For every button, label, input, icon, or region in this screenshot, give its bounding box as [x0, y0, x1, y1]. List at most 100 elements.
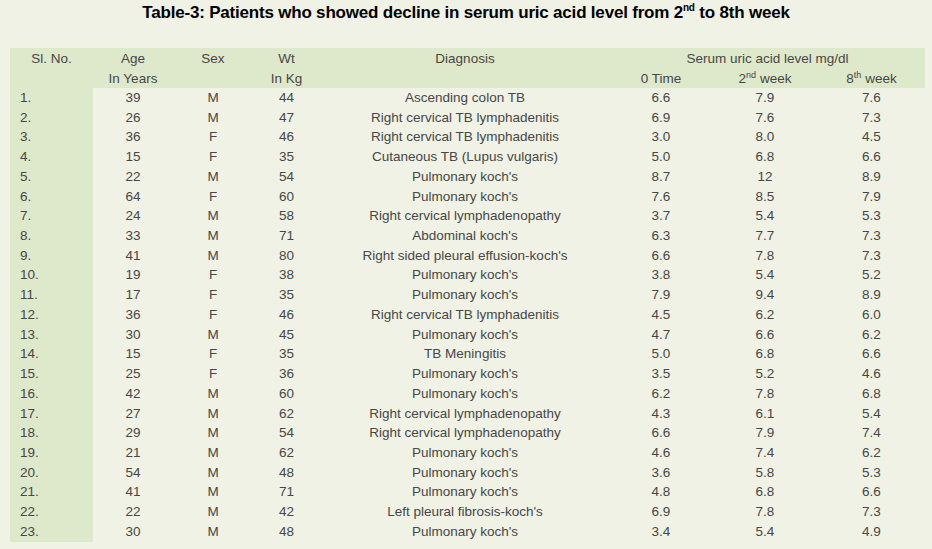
cell-sl: 8. [10, 226, 93, 246]
cell-sex: M [173, 108, 253, 128]
cell-sex: M [173, 404, 253, 424]
cell-diagnosis: Abdominal koch's [320, 226, 610, 246]
header-age: Age [93, 48, 173, 69]
table-row: 7.24M58Right cervical lymphadenopathy3.7… [10, 206, 925, 226]
cell-sl: 2. [10, 108, 93, 128]
cell-sex: M [173, 325, 253, 345]
cell-t0: 6.9 [610, 502, 712, 522]
table-row: 6.64F60Pulmonary koch's7.68.57.9 [10, 187, 925, 207]
table-row: 15.25F36Pulmonary koch's3.55.24.6 [10, 364, 925, 384]
cell-w8: 8.9 [818, 285, 925, 305]
cell-age: 42 [93, 384, 173, 404]
cell-t0: 6.6 [610, 88, 712, 108]
cell-sl: 7. [10, 206, 93, 226]
cell-sex: M [173, 167, 253, 187]
cell-age: 26 [93, 108, 173, 128]
cell-w2: 12 [712, 167, 818, 187]
header-row-2: In Years In Kg 0 Time 2nd week 8th week [10, 69, 925, 88]
cell-sl: 12. [10, 305, 93, 325]
cell-wt: 54 [253, 167, 320, 187]
cell-age: 36 [93, 127, 173, 147]
cell-t0: 3.4 [610, 522, 712, 542]
cell-sex: M [173, 522, 253, 542]
cell-t0: 3.0 [610, 127, 712, 147]
cell-age: 29 [93, 423, 173, 443]
header-0-time: 0 Time [610, 69, 712, 88]
cell-sex: M [173, 482, 253, 502]
cell-w2: 6.8 [712, 147, 818, 167]
table-row: 11.17F35Pulmonary koch's7.99.48.9 [10, 285, 925, 305]
table-row: 14.15F35TB Meningitis5.06.86.6 [10, 344, 925, 364]
cell-diagnosis: Right cervical TB lymphadenitis [320, 305, 610, 325]
cell-t0: 5.0 [610, 147, 712, 167]
cell-wt: 62 [253, 443, 320, 463]
cell-wt: 71 [253, 482, 320, 502]
cell-t0: 6.3 [610, 226, 712, 246]
cell-w8: 7.9 [818, 187, 925, 207]
cell-w8: 7.3 [818, 246, 925, 266]
cell-w8: 7.6 [818, 88, 925, 108]
patients-table: Sl. No. Age Sex Wt Diagnosis Serum uric … [10, 48, 925, 542]
cell-t0: 3.7 [610, 206, 712, 226]
cell-age: 27 [93, 404, 173, 424]
cell-sex: F [173, 344, 253, 364]
cell-w2: 8.0 [712, 127, 818, 147]
cell-w8: 6.8 [818, 384, 925, 404]
cell-w8: 6.0 [818, 305, 925, 325]
cell-sex: F [173, 305, 253, 325]
cell-age: 24 [93, 206, 173, 226]
cell-w2: 6.8 [712, 344, 818, 364]
cell-diagnosis: Right cervical lymphadenopathy [320, 206, 610, 226]
cell-diagnosis: Cutaneous TB (Lupus vulgaris) [320, 147, 610, 167]
header-sl-no-spacer [10, 69, 93, 88]
cell-diagnosis: Right cervical lymphadenopathy [320, 423, 610, 443]
cell-t0: 3.5 [610, 364, 712, 384]
cell-sex: F [173, 364, 253, 384]
cell-w2: 6.6 [712, 325, 818, 345]
cell-w8: 5.2 [818, 265, 925, 285]
header-wt: Wt [253, 48, 320, 69]
table-row: 22.22M42Left pleural fibrosis-koch's6.97… [10, 502, 925, 522]
cell-wt: 44 [253, 88, 320, 108]
cell-sex: M [173, 502, 253, 522]
cell-age: 22 [93, 502, 173, 522]
cell-t0: 3.6 [610, 463, 712, 483]
cell-w2: 9.4 [712, 285, 818, 305]
cell-w8: 5.3 [818, 463, 925, 483]
cell-t0: 4.6 [610, 443, 712, 463]
table-row: 10.19F38Pulmonary koch's3.85.45.2 [10, 265, 925, 285]
title-text-pre: Table-3: Patients who showed decline in … [142, 3, 683, 22]
cell-sex: M [173, 463, 253, 483]
cell-sex: M [173, 443, 253, 463]
table-row: 13.30M45Pulmonary koch's4.76.66.2 [10, 325, 925, 345]
cell-wt: 38 [253, 265, 320, 285]
table-row: 21.41M71Pulmonary koch's4.86.86.6 [10, 482, 925, 502]
cell-t0: 4.5 [610, 305, 712, 325]
cell-sex: F [173, 187, 253, 207]
cell-sl: 23. [10, 522, 93, 542]
cell-sex: M [173, 226, 253, 246]
header-8th-week: 8th week [818, 69, 925, 88]
cell-w2: 8.5 [712, 187, 818, 207]
header-sex-spacer [173, 69, 253, 88]
cell-w8: 6.2 [818, 325, 925, 345]
cell-age: 41 [93, 482, 173, 502]
cell-diagnosis: Right cervical TB lymphadenitis [320, 108, 610, 128]
cell-age: 19 [93, 265, 173, 285]
cell-t0: 3.8 [610, 265, 712, 285]
table-row: 9.41M80Right sided pleural effusion-koch… [10, 246, 925, 266]
cell-sl: 17. [10, 404, 93, 424]
cell-w8: 6.6 [818, 344, 925, 364]
cell-sl: 18. [10, 423, 93, 443]
cell-wt: 60 [253, 187, 320, 207]
cell-diagnosis: Right sided pleural effusion-koch's [320, 246, 610, 266]
cell-w2: 6.1 [712, 404, 818, 424]
header-diagnosis-spacer [320, 69, 610, 88]
cell-sl: 4. [10, 147, 93, 167]
cell-wt: 45 [253, 325, 320, 345]
table-row: 16.42M60Pulmonary koch's6.27.86.8 [10, 384, 925, 404]
cell-sex: M [173, 423, 253, 443]
cell-diagnosis: TB Meningitis [320, 344, 610, 364]
cell-wt: 35 [253, 285, 320, 305]
cell-age: 30 [93, 522, 173, 542]
